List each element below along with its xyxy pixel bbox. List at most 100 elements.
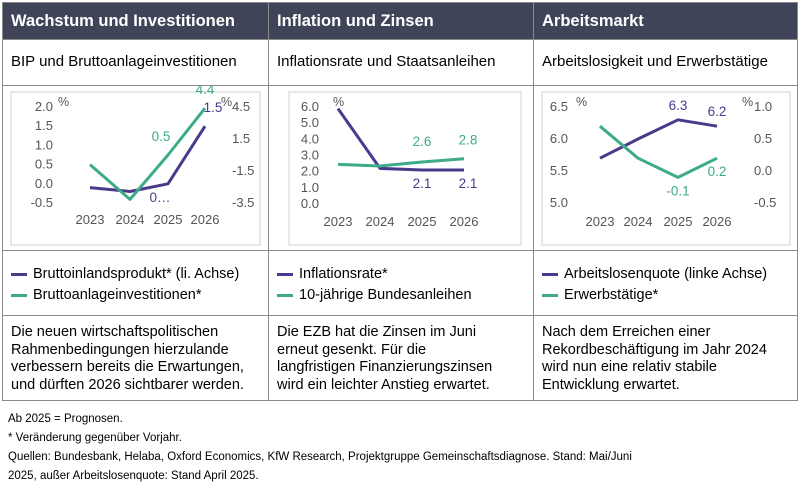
- chart-legend: Bruttoinlandsprodukt* (li. Achse) Brutto…: [3, 250, 268, 315]
- footnote: Ab 2025 = Prognosen.: [8, 413, 123, 425]
- legend-label: Bruttoinlandsprodukt* (li. Achse): [33, 266, 240, 282]
- data-label: 0.5: [152, 129, 171, 144]
- chart-legend: Inflationsrate* 10-jährige Bundesanleihe…: [269, 250, 533, 315]
- y-tick-label: 1.5: [35, 118, 53, 133]
- panel-growth: Wachstum und Investitionen BIP und Brutt…: [3, 3, 268, 400]
- legend-item: Bruttoanlageinvestitionen*: [11, 285, 268, 306]
- y-tick-label: -0.5: [31, 195, 53, 210]
- investment-series-line: [89, 107, 207, 201]
- x-tick-label: 2023: [324, 214, 353, 229]
- x-tick-label: 2023: [76, 212, 105, 227]
- x-tick-label: 2024: [116, 212, 145, 227]
- left-axis-unit: %: [576, 95, 587, 109]
- y-tick-label: 6.0: [301, 99, 319, 114]
- y-tick-label: 5.5: [550, 163, 568, 178]
- panel-description: Die EZB hat die Zinsen im Juni erneut ge…: [269, 315, 533, 400]
- y-tick-label: 2.0: [35, 99, 53, 114]
- y-tick-label: 5.0: [301, 115, 319, 130]
- y-tick-label: 2.0: [301, 164, 319, 179]
- panel-header: Arbeitsmarkt: [534, 3, 797, 39]
- description-line: Entwicklung erwartet.: [542, 376, 680, 393]
- y-tick-label: 1.0: [301, 180, 319, 195]
- footnote: * Veränderung gegenüber Vorjahr.: [8, 432, 182, 444]
- data-label: 2.8: [459, 133, 478, 148]
- panel-header: Inflation und Zinsen: [269, 3, 533, 39]
- legend-label: Erwerbstätige*: [564, 287, 659, 303]
- legend-swatch: [542, 273, 558, 276]
- data-label: 0.2: [708, 164, 727, 179]
- y-tick-label: 0.5: [35, 157, 53, 172]
- x-tick-label: 2023: [586, 214, 615, 229]
- legend-label: Arbeitslosenquote (linke Achse): [564, 266, 768, 282]
- x-tick-label: 2025: [154, 212, 183, 227]
- data-label: 4.4: [196, 86, 215, 97]
- description-line: Rekordbeschäftigung im Jahr 2024: [542, 341, 767, 358]
- data-label: 0…: [149, 190, 170, 205]
- description-line: langfristigen Finanzierungszinsen: [277, 359, 493, 375]
- y-tick-label: 6.0: [550, 131, 568, 146]
- description-line: Die neuen wirtschaftspolitischen: [11, 324, 219, 340]
- description-line: wird ein leichter Anstieg erwartet.: [277, 376, 490, 393]
- chart-frame: [541, 91, 791, 246]
- y2-tick-label: 1.0: [754, 99, 772, 114]
- y2-tick-label: -1.5: [232, 163, 254, 178]
- chart-container: 2.0 1.5 1.0 0.5 0.0 -0.5 4.5 1.5 -1.5 -3.5 2023 202…: [3, 85, 268, 250]
- panel-labour-market: Arbeitsmarkt Arbeitslosigkeit und Erwerb…: [533, 3, 797, 400]
- panel-description: Nach dem Erreichen einer Rekordbeschäfti…: [534, 315, 797, 400]
- data-label: 1.5: [204, 100, 223, 115]
- bund-yield-series-line: [337, 157, 465, 168]
- gdp-series-line: [89, 125, 207, 193]
- description-line: und dürften 2026 sichtbarer werden.: [11, 376, 244, 393]
- panel-inflation: Inflation und Zinsen Inflationsrate und …: [268, 3, 533, 400]
- data-label: 2.1: [459, 176, 478, 191]
- legend-item: Bruttoinlandsprodukt* (li. Achse): [11, 264, 268, 285]
- dashboard-grid: Wachstum und Investitionen BIP und Brutt…: [2, 2, 798, 401]
- legend-item: Erwerbstätige*: [542, 285, 797, 306]
- description-line: Nach dem Erreichen einer: [542, 324, 711, 340]
- y-tick-label: 0.0: [301, 196, 319, 211]
- left-axis-unit: %: [58, 95, 69, 109]
- unemployment-series-line: [599, 118, 718, 160]
- x-tick-label: 2025: [408, 214, 437, 229]
- x-tick-label: 2024: [366, 214, 395, 229]
- x-tick-label: 2026: [191, 212, 220, 227]
- x-tick-label: 2024: [624, 214, 653, 229]
- legend-swatch: [277, 294, 293, 297]
- y2-tick-label: -0.5: [754, 195, 776, 210]
- panel-description: Die neuen wirtschaftspolitischen Rahmenb…: [3, 315, 268, 400]
- y-tick-label: 6.5: [550, 99, 568, 114]
- y-tick-label: 4.0: [301, 131, 319, 146]
- y2-tick-label: 0.5: [754, 131, 772, 146]
- description-line: Rahmenbedingungen hierzulande: [11, 341, 229, 358]
- description-line: erneut gesenkt. Für die: [277, 341, 427, 358]
- description-line: Die EZB hat die Zinsen im Juni: [277, 324, 477, 340]
- legend-item: 10-jährige Bundesanleihen: [277, 285, 533, 306]
- x-tick-label: 2026: [703, 214, 732, 229]
- chart-container: 6.0 5.0 4.0 3.0 2.0 1.0 0.0 2023 2024 2025 2026 % …: [269, 85, 533, 250]
- description-line: wird nun eine relativ stabile: [542, 359, 717, 375]
- data-label: -0.1: [666, 183, 689, 198]
- y-tick-label: 1.0: [35, 137, 53, 152]
- data-label: 2.1: [413, 176, 432, 191]
- legend-swatch: [542, 294, 558, 297]
- employment-series-line: [599, 125, 718, 179]
- panel-header: Wachstum und Investitionen: [3, 3, 268, 39]
- left-axis-unit: %: [333, 95, 344, 109]
- y2-tick-label: -3.5: [232, 195, 254, 210]
- legend-swatch: [11, 294, 27, 297]
- panel-subtitle: Inflationsrate und Staatsanleihen: [269, 39, 533, 85]
- legend-label: Bruttoanlageinvestitionen*: [33, 287, 202, 303]
- x-tick-label: 2025: [664, 214, 693, 229]
- inflation-series-line: [336, 107, 464, 172]
- description-line: verbessern bereits die Erwartungen,: [11, 359, 244, 375]
- chart-legend: Arbeitslosenquote (linke Achse) Erwerbst…: [534, 250, 797, 315]
- y2-tick-label: 0.0: [754, 163, 772, 178]
- chart-frame: [10, 91, 261, 246]
- panel-subtitle: Arbeitslosigkeit und Erwerbstätige: [534, 39, 797, 85]
- chart-container: 6.5 6.0 5.5 5.0 1.0 0.5 0.0 -0.5 2023 2024 2025 202…: [534, 85, 797, 250]
- data-label: 2.6: [413, 134, 432, 149]
- data-label: 6.2: [708, 104, 727, 119]
- right-axis-unit: %: [742, 95, 753, 109]
- legend-item: Inflationsrate*: [277, 264, 533, 285]
